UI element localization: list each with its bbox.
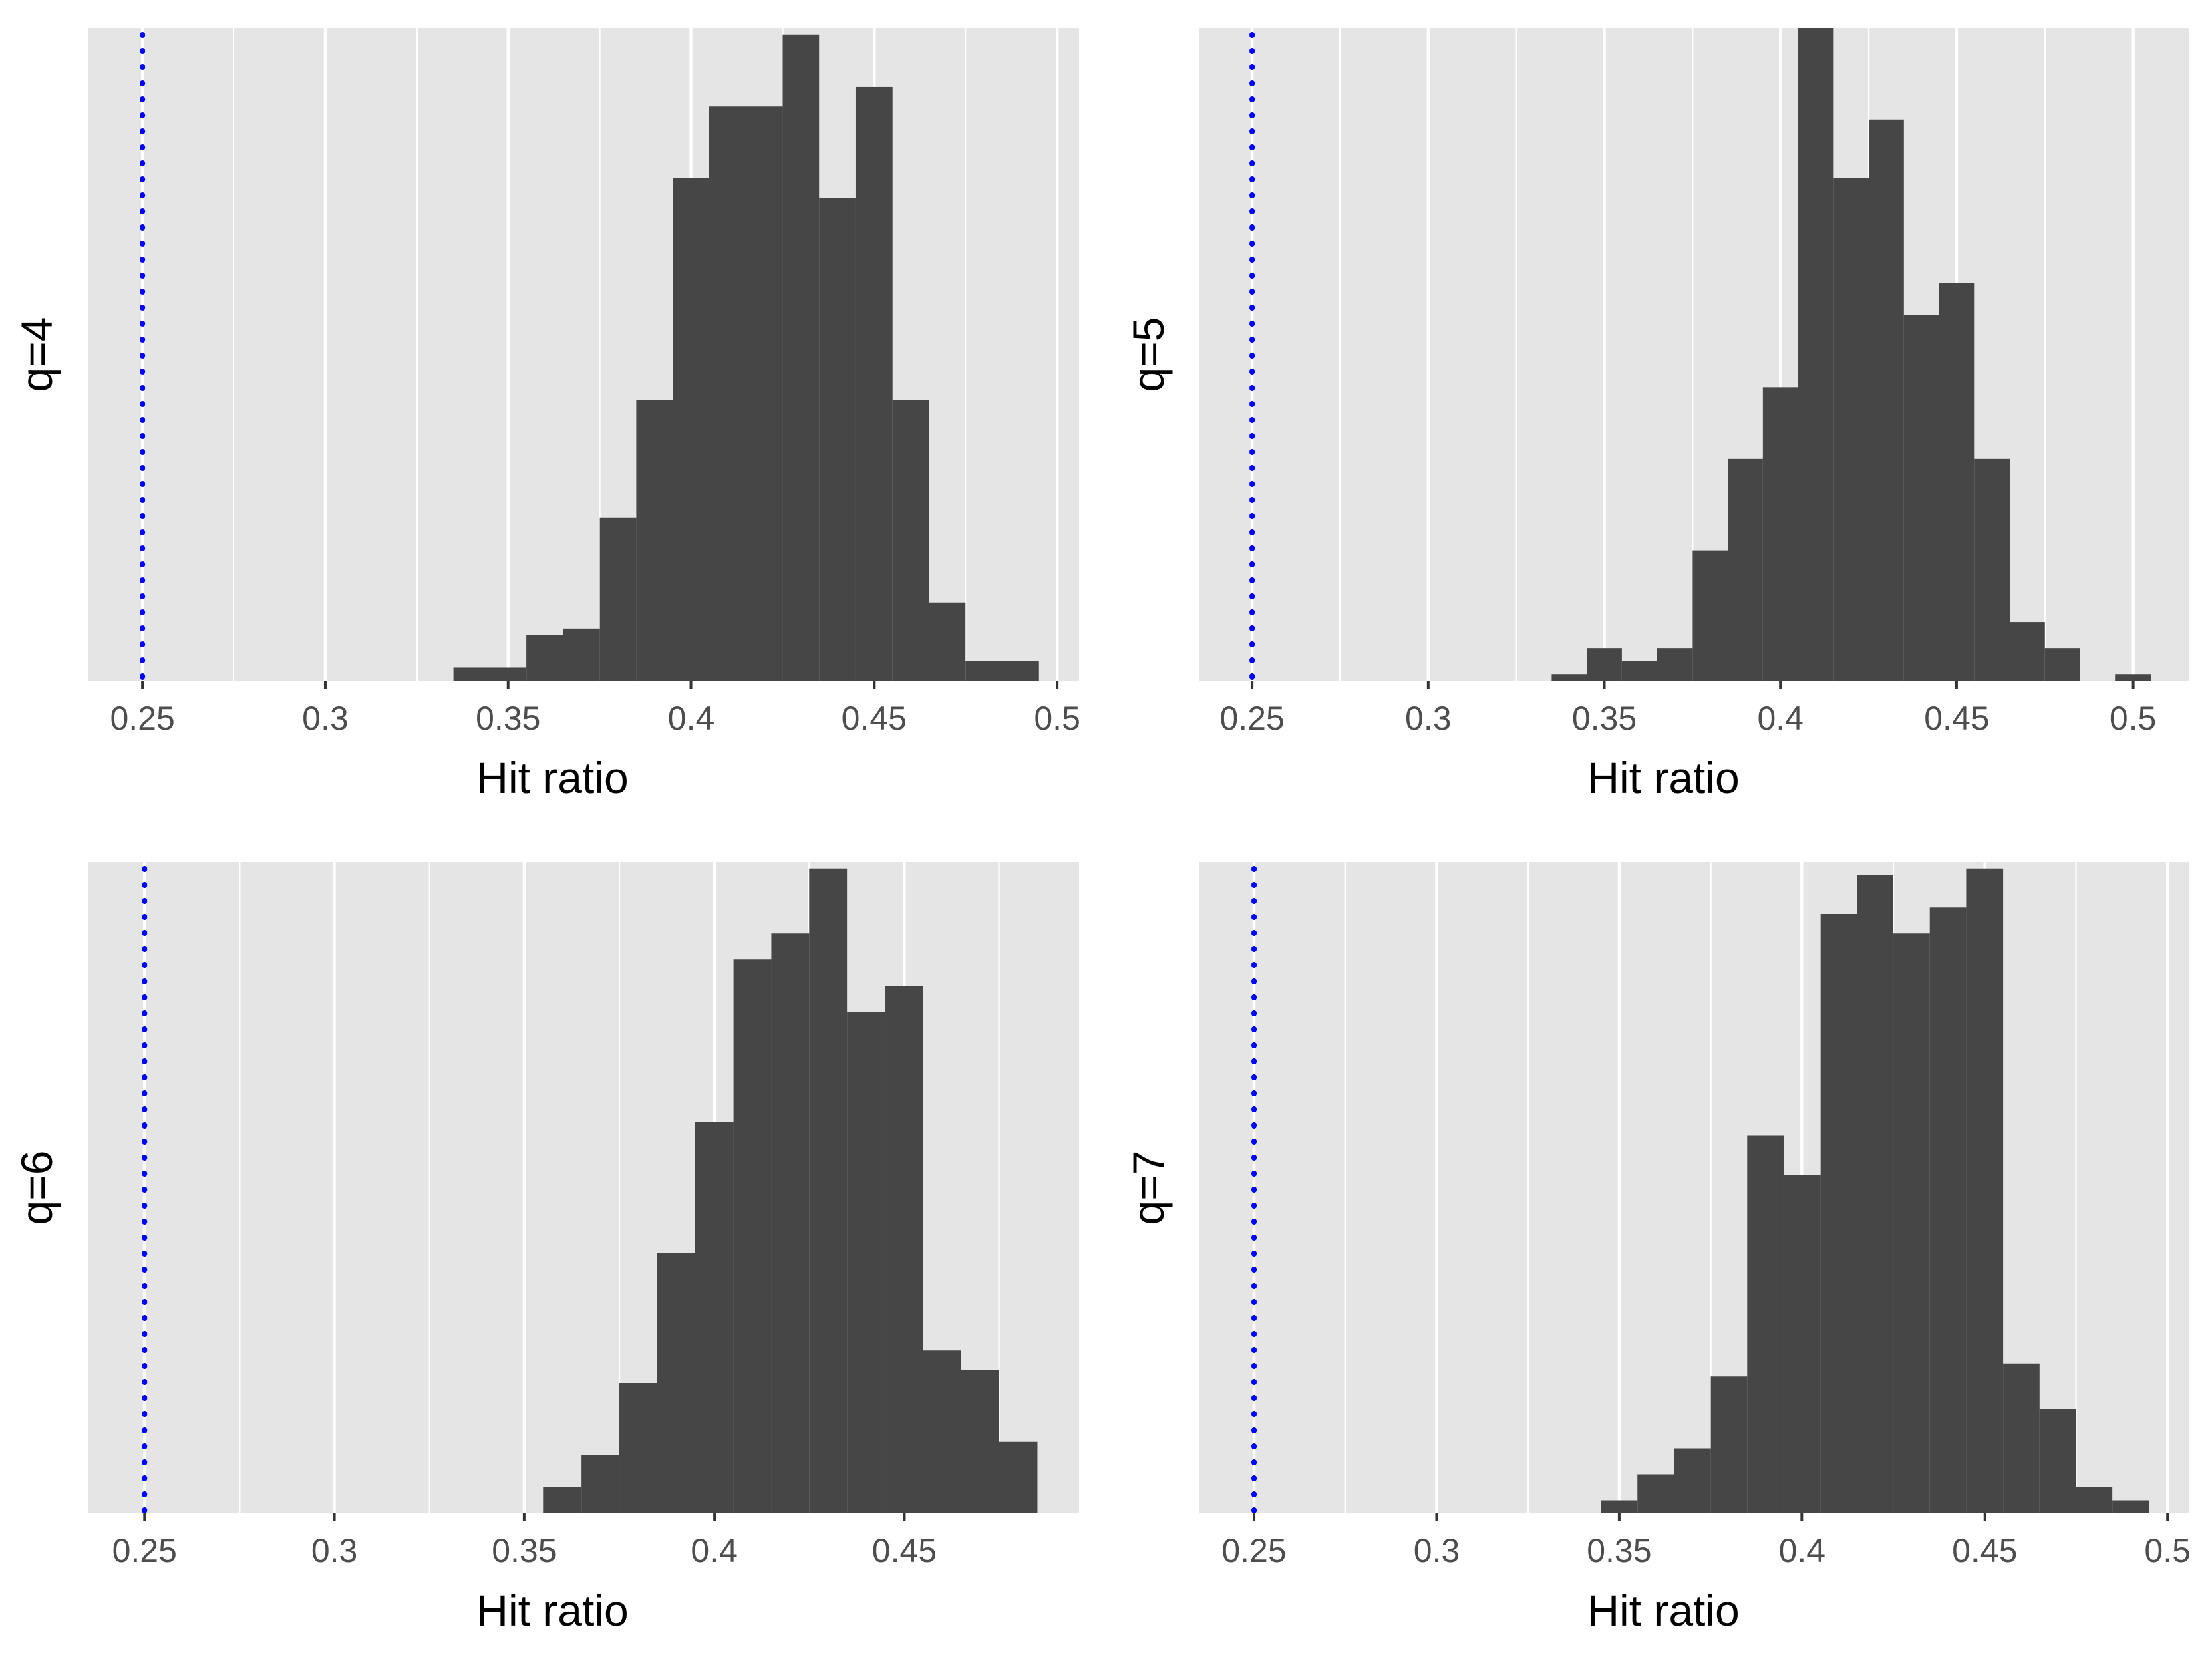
histogram-bar bbox=[695, 1122, 734, 1513]
x-axis-label: Hit ratio bbox=[476, 753, 628, 802]
panel-1: 0.25 0.3 0.35 0.4 0.45 0.5 Hit ratio q=4 bbox=[12, 28, 1080, 802]
histogram-bar bbox=[1728, 458, 1763, 681]
x-tick-label: 0.25 bbox=[112, 1532, 177, 1569]
histogram-bar bbox=[2112, 1500, 2149, 1513]
histogram-bar bbox=[1551, 674, 1587, 681]
histogram-bar bbox=[526, 635, 563, 681]
histogram-bar bbox=[892, 400, 929, 681]
histogram-bar bbox=[1674, 1448, 1711, 1513]
histogram-bar bbox=[1747, 1135, 1784, 1513]
histogram-bar bbox=[2115, 674, 2151, 681]
histogram-bar bbox=[2076, 1487, 2113, 1513]
histogram-bar bbox=[1939, 283, 1975, 681]
x-tick-label: 0.4 bbox=[1757, 700, 1804, 737]
histogram-bar bbox=[819, 198, 856, 681]
histogram-bar bbox=[1893, 933, 1930, 1513]
y-axis-label: q=5 bbox=[1124, 317, 1173, 392]
x-tick-label: 0.5 bbox=[2144, 1532, 2191, 1569]
histogram-bar bbox=[1710, 1376, 1748, 1513]
panel-2: 0.25 0.3 0.35 0.4 0.45 0.5 Hit ratio q=5 bbox=[1124, 28, 2189, 802]
histogram-bar bbox=[1966, 868, 2004, 1513]
panel-4: 0.25 0.3 0.35 0.4 0.45 0.5 Hit ratio q=7 bbox=[1124, 862, 2191, 1635]
x-tick-label: 0.45 bbox=[1952, 1532, 2017, 1569]
histogram-bar bbox=[961, 1370, 999, 1513]
x-tick-label: 0.5 bbox=[1034, 700, 1080, 737]
x-tick-label: 0.3 bbox=[1405, 700, 1452, 737]
x-tick-label: 0.4 bbox=[691, 1532, 738, 1569]
histogram-bar bbox=[1974, 458, 2010, 681]
histogram-bar bbox=[746, 106, 783, 682]
x-tick-label: 0.35 bbox=[476, 700, 540, 737]
x-tick-label: 0.45 bbox=[842, 700, 907, 737]
x-tick-label: 0.45 bbox=[1924, 700, 1989, 737]
histogram-bar bbox=[1820, 914, 1857, 1513]
histogram-bar bbox=[1637, 1474, 1674, 1513]
histogram-bar bbox=[2003, 1363, 2040, 1513]
x-axis-label: Hit ratio bbox=[1587, 1586, 1739, 1635]
histogram-bar bbox=[965, 661, 1003, 681]
x-tick-label: 0.3 bbox=[302, 700, 349, 737]
panel-3: 0.25 0.3 0.35 0.4 0.45 Hit ratio q=6 bbox=[12, 862, 1079, 1635]
histogram-bar bbox=[1002, 661, 1039, 681]
histogram-bar bbox=[1798, 28, 1834, 681]
histogram-bar bbox=[1783, 1175, 1821, 1513]
histogram-bar bbox=[2039, 1409, 2076, 1513]
histogram-bar bbox=[1869, 119, 1904, 681]
x-axis-label: Hit ratio bbox=[1587, 753, 1739, 802]
x-tick-label: 0.4 bbox=[1779, 1532, 1826, 1569]
histogram-bar bbox=[809, 868, 848, 1513]
x-tick-label: 0.3 bbox=[1414, 1532, 1460, 1569]
histogram-bar bbox=[782, 34, 820, 681]
y-axis-label: q=6 bbox=[12, 1151, 61, 1225]
histogram-bar bbox=[673, 178, 709, 682]
plot-background bbox=[88, 28, 1079, 681]
histogram-bar bbox=[599, 517, 637, 681]
histogram-bar bbox=[1621, 661, 1657, 681]
histogram-bar bbox=[1601, 1500, 1638, 1513]
x-tick-label: 0.3 bbox=[311, 1532, 358, 1569]
histogram-bar bbox=[1833, 178, 1869, 682]
y-axis-label: q=4 bbox=[12, 317, 61, 392]
histogram-bar bbox=[636, 400, 673, 681]
histogram-bar bbox=[771, 933, 810, 1513]
histogram-bar bbox=[847, 1012, 886, 1513]
x-tick-label: 0.5 bbox=[2110, 700, 2157, 737]
histogram-bar bbox=[2010, 622, 2045, 681]
x-tick-label: 0.4 bbox=[668, 700, 715, 737]
histogram-bar bbox=[885, 986, 923, 1513]
histogram-bar bbox=[2044, 648, 2080, 681]
histogram-bar bbox=[581, 1455, 620, 1513]
x-tick-label: 0.35 bbox=[492, 1532, 557, 1569]
histogram-bar bbox=[1657, 648, 1693, 681]
histogram-bar bbox=[1762, 387, 1798, 681]
histogram-bar bbox=[563, 628, 600, 681]
histogram-bar bbox=[1903, 315, 1939, 681]
x-tick-label: 0.25 bbox=[1221, 1532, 1286, 1569]
histogram-bar bbox=[619, 1383, 657, 1513]
x-tick-label: 0.35 bbox=[1572, 700, 1637, 737]
histogram-bar bbox=[490, 667, 527, 681]
histogram-bar bbox=[657, 1253, 695, 1513]
histogram-bar bbox=[733, 959, 772, 1513]
histogram-bar bbox=[929, 602, 966, 681]
histogram-bar bbox=[1857, 875, 1894, 1513]
x-tick-label: 0.25 bbox=[110, 700, 174, 737]
histogram-bar bbox=[709, 106, 746, 682]
histogram-bar bbox=[1692, 550, 1728, 681]
x-tick-label: 0.35 bbox=[1587, 1532, 1651, 1569]
histogram-bar bbox=[543, 1487, 582, 1513]
histogram-bar bbox=[923, 1350, 961, 1513]
histogram-bar bbox=[453, 667, 490, 681]
x-axis-label: Hit ratio bbox=[476, 1586, 628, 1635]
x-tick-label: 0.45 bbox=[872, 1532, 937, 1569]
y-axis-label: q=7 bbox=[1124, 1151, 1173, 1225]
histogram-bar bbox=[1587, 648, 1622, 681]
histogram-bar bbox=[999, 1441, 1038, 1513]
histogram-bar bbox=[1929, 907, 1967, 1513]
x-tick-label: 0.25 bbox=[1219, 700, 1284, 737]
histogram-bar bbox=[855, 86, 893, 681]
